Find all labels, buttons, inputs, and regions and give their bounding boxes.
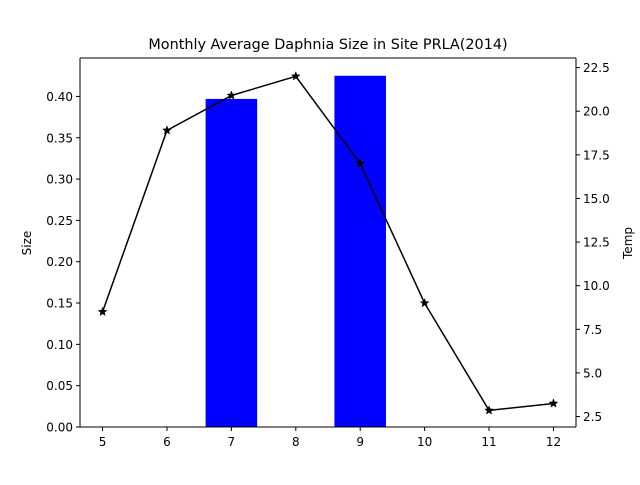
y2-tick-label-7.5: 7.5 xyxy=(583,323,602,337)
axes-layer xyxy=(79,57,577,428)
temp-point-6 xyxy=(162,125,172,135)
y-tick-label-0.00: 0.00 xyxy=(46,421,73,435)
x-tick-label-9: 9 xyxy=(356,435,364,449)
y2-tick-label-5.0: 5.0 xyxy=(583,366,602,380)
x-tick-label-5: 5 xyxy=(99,435,107,449)
y2-axis-label: Temp xyxy=(621,227,635,260)
temp-point-11 xyxy=(484,405,494,415)
x-tick-label-12: 12 xyxy=(546,435,561,449)
y-tick-label-0.15: 0.15 xyxy=(46,297,73,311)
y2-tick-label-22.5: 22.5 xyxy=(583,61,610,75)
temp-point-10 xyxy=(419,297,430,308)
line-layer xyxy=(97,71,559,415)
y2-tick-label-20.0: 20.0 xyxy=(583,105,610,119)
y2-tick-label-10.0: 10.0 xyxy=(583,279,610,293)
temp-point-12 xyxy=(548,398,559,408)
y-tick-label-0.30: 0.30 xyxy=(46,173,73,187)
y-tick-label-0.35: 0.35 xyxy=(46,131,73,145)
chart-title: Monthly Average Daphnia Size in Site PRL… xyxy=(148,37,507,53)
temp-line xyxy=(101,75,554,412)
y-tick-label-0.25: 0.25 xyxy=(46,214,73,228)
y2-tick-label-17.5: 17.5 xyxy=(583,148,610,162)
y-tick-label-0.20: 0.20 xyxy=(46,255,73,269)
ticks-layer: 5 6 7 8 9 10 11 12 0.00 0.05 0.10 0.15 0.20 0.25 0.30 0… xyxy=(46,61,609,449)
temp-point-5 xyxy=(97,306,108,317)
x-tick-label-6: 6 xyxy=(163,435,171,449)
y-tick-label-0.40: 0.40 xyxy=(46,90,73,104)
y-axis-label: Size xyxy=(20,231,34,256)
x-tick-label-7: 7 xyxy=(228,435,236,449)
x-tick-label-10: 10 xyxy=(417,435,432,449)
bar-9 xyxy=(334,75,386,428)
x-tick-label-11: 11 xyxy=(481,435,496,449)
temp-point-9 xyxy=(355,158,366,168)
y-tick-label-0.10: 0.10 xyxy=(46,338,73,352)
y2-tick-label-12.5: 12.5 xyxy=(583,236,610,250)
temp-point-7 xyxy=(226,90,237,100)
x-tick-label-8: 8 xyxy=(292,435,300,449)
y-tick-label-0.05: 0.05 xyxy=(46,379,73,393)
temp-point-8 xyxy=(290,71,301,81)
y2-tick-label-2.5: 2.5 xyxy=(583,410,602,424)
bar-7 xyxy=(205,98,258,427)
y2-tick-label-15.0: 15.0 xyxy=(583,192,610,206)
bars-layer xyxy=(205,75,386,428)
